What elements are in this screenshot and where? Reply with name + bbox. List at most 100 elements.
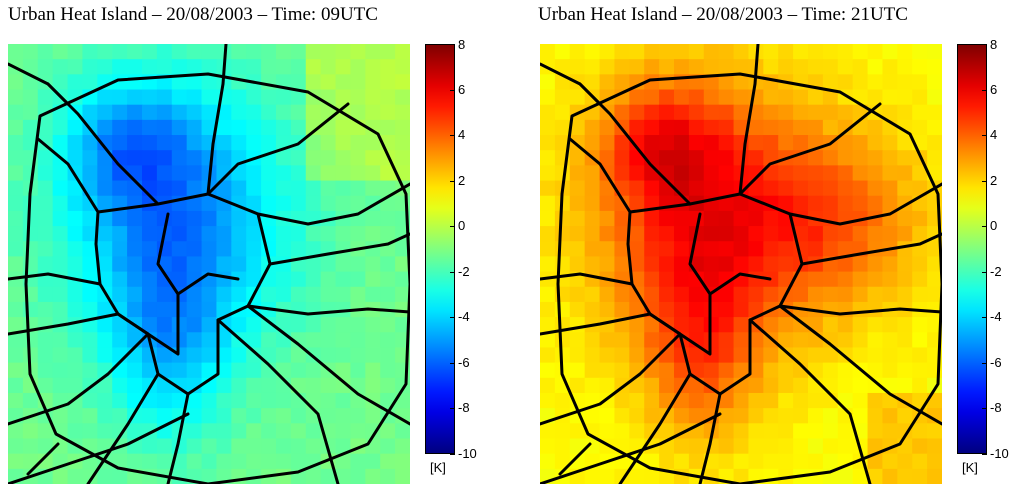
heat-cell — [142, 271, 158, 288]
heat-cell — [629, 226, 645, 242]
heat-cell — [395, 104, 410, 121]
heat-cell — [778, 180, 794, 197]
heat-cell — [97, 468, 113, 484]
heat-cell — [156, 165, 173, 182]
heat-cell — [97, 332, 113, 349]
heat-cell — [837, 362, 854, 379]
heat-cell — [246, 165, 262, 182]
heat-cell — [674, 271, 690, 288]
colorbar-tick-label: -2 — [990, 263, 1002, 279]
heat-cell — [793, 286, 809, 303]
heat-cell — [748, 377, 764, 394]
heat-cell — [350, 332, 366, 349]
heat-cell — [246, 317, 262, 333]
heat-cell — [52, 241, 69, 258]
road-network-right — [540, 44, 942, 484]
heat-cell — [112, 135, 128, 151]
heat-cell — [867, 317, 884, 333]
heat-cell — [554, 438, 571, 455]
heat-cell — [216, 392, 232, 409]
heat-cell — [837, 241, 854, 258]
heat-cell — [261, 392, 277, 409]
heat-cell — [778, 332, 794, 349]
heat-cell — [8, 286, 24, 303]
heat-cell — [644, 377, 660, 394]
heat-cell — [674, 150, 690, 166]
heat-cell — [156, 286, 173, 303]
heat-cell — [852, 180, 869, 197]
heat-cell — [171, 241, 188, 258]
heat-cell — [733, 408, 750, 424]
heat-cell — [852, 44, 869, 60]
colorbar-tick-label: 6 — [990, 81, 998, 97]
heat-cell — [67, 468, 84, 484]
heat-cell — [837, 286, 854, 303]
heat-cell — [882, 286, 898, 303]
heat-cell — [614, 332, 630, 349]
heat-cell — [97, 165, 113, 182]
heat-cell — [778, 317, 794, 333]
heat-cell — [8, 226, 24, 242]
colorbar-tick-label: -4 — [458, 309, 470, 325]
heat-cell — [380, 119, 396, 136]
heat-cell — [703, 165, 720, 182]
colorbar-left — [425, 44, 455, 454]
heat-cell — [201, 423, 218, 440]
heat-cell — [718, 453, 735, 470]
heat-cell — [231, 377, 247, 394]
heat-cell — [231, 362, 247, 379]
heat-cell — [867, 180, 884, 197]
heat-cell — [142, 301, 158, 318]
heat-cell — [867, 256, 884, 273]
heat-cell — [201, 210, 218, 227]
heat-cell — [127, 256, 143, 273]
heat-cell — [365, 332, 381, 349]
heat-cell — [335, 423, 352, 440]
heat-cell — [867, 165, 884, 182]
heat-cell — [644, 241, 660, 258]
heat-cell — [127, 226, 143, 242]
heat-cell — [350, 165, 366, 182]
heat-cell — [97, 256, 113, 273]
heat-cell — [395, 59, 410, 75]
heat-cell — [703, 180, 720, 197]
heat-cell — [231, 119, 247, 136]
heat-cell — [778, 453, 794, 470]
heat-cell — [201, 104, 218, 121]
heat-cell — [246, 271, 262, 288]
heat-cell — [629, 377, 645, 394]
heat-cell — [290, 74, 307, 91]
road-line — [8, 62, 70, 106]
heat-cell — [614, 362, 630, 379]
heat-cell — [246, 104, 262, 121]
heat-cell — [793, 44, 809, 60]
heat-cell — [127, 59, 143, 75]
heat-cell — [276, 104, 292, 121]
heat-cell — [688, 438, 705, 455]
heat-cell — [350, 347, 366, 364]
heat-cell — [276, 119, 292, 136]
heat-cell — [350, 135, 366, 151]
heat-cell — [599, 256, 616, 273]
heat-cell — [927, 104, 942, 121]
heat-cell — [8, 256, 24, 273]
heat-cell — [201, 347, 218, 364]
heat-cell — [808, 195, 824, 212]
heat-cell — [882, 362, 898, 379]
heat-cell — [569, 150, 586, 166]
heat-cell — [171, 332, 188, 349]
heat-cell — [897, 180, 913, 197]
heat-cell — [216, 286, 232, 303]
heat-cell — [718, 135, 735, 151]
heat-cell — [127, 301, 143, 318]
heat-cell — [778, 89, 794, 106]
heat-cell — [703, 135, 720, 151]
heat-cell — [852, 74, 869, 91]
heat-cell — [67, 362, 84, 379]
heat-cell — [97, 89, 113, 106]
heat-cell — [688, 150, 705, 166]
heat-cell — [276, 89, 292, 106]
heat-cell — [22, 119, 39, 136]
heat-cell — [584, 210, 601, 227]
heat-cell — [703, 89, 720, 106]
